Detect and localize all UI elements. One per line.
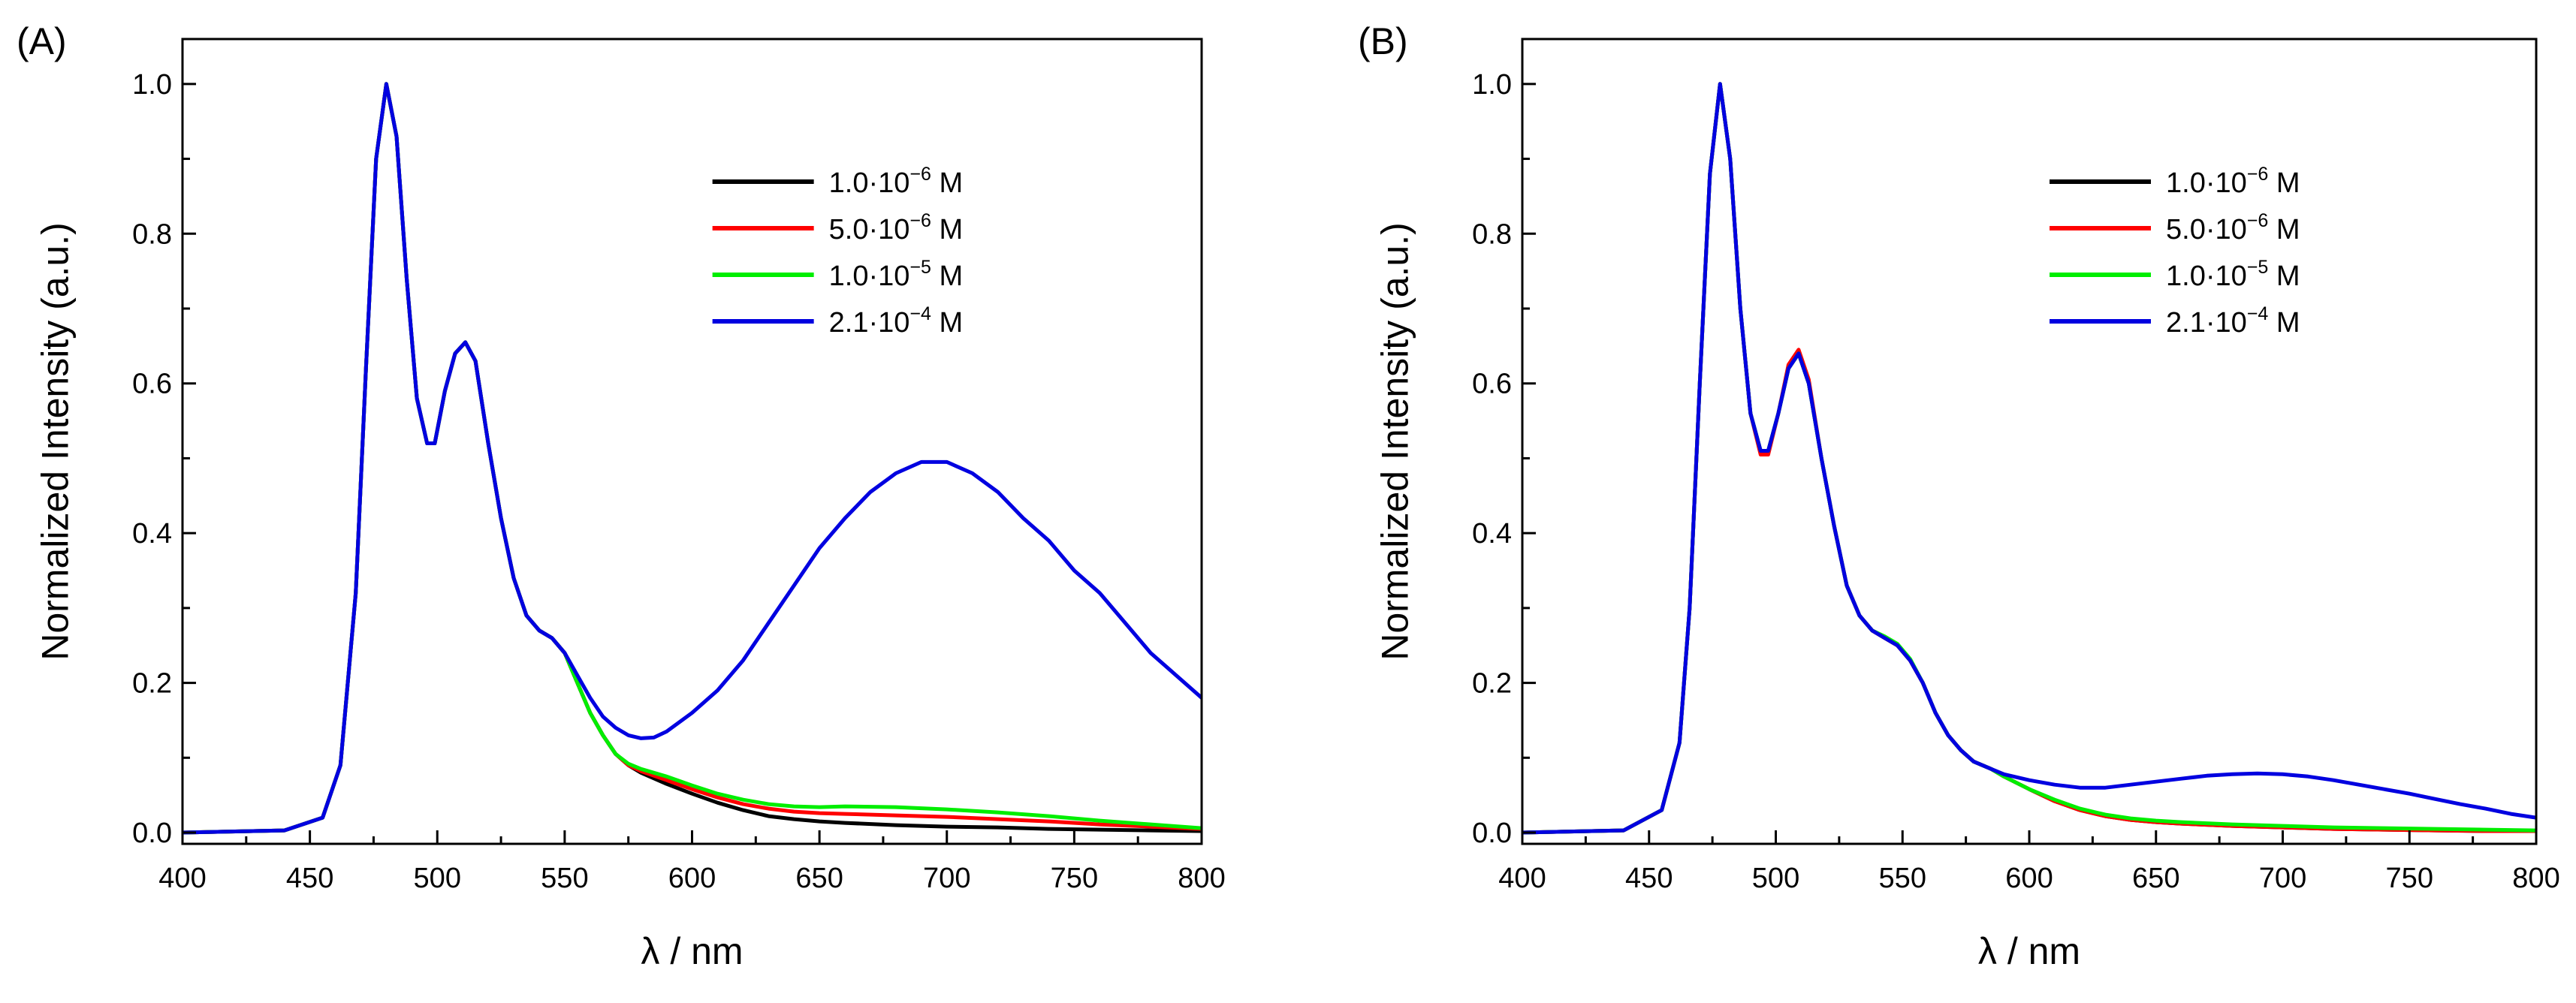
x-tick-label: 600 bbox=[2005, 863, 2053, 894]
legend-label-3: 1.0·10−5 M bbox=[829, 257, 963, 292]
legend-label-4: 2.1·10−4 M bbox=[829, 303, 963, 339]
series-line-2 bbox=[1522, 82, 2536, 835]
x-tick-label: 550 bbox=[1879, 863, 1926, 894]
series-group bbox=[1522, 82, 2536, 835]
y-tick-label: 1.0 bbox=[1472, 69, 1512, 101]
x-tick-label: 500 bbox=[414, 863, 461, 894]
y-tick-label: 0.8 bbox=[132, 218, 172, 250]
y-tick-label: 0.6 bbox=[1472, 369, 1512, 400]
y-tick-label: 0.4 bbox=[1472, 518, 1512, 550]
x-tick-label: 750 bbox=[1051, 863, 1098, 894]
x-tick-label: 500 bbox=[1752, 863, 1799, 894]
chart-panel-a: 400 450 500 550 600 650 700 750 800 0.0 0.2 0.4 0.6 0… bbox=[17, 20, 1226, 972]
legend-label-4: 2.1·10−4 M bbox=[2166, 303, 2300, 339]
x-tick-label: 800 bbox=[2512, 863, 2559, 894]
series-line-1 bbox=[182, 82, 1202, 835]
x-tick-label: 400 bbox=[1498, 863, 1546, 894]
x-tick-label: 450 bbox=[286, 863, 333, 894]
y-tick-label: 0.8 bbox=[1472, 218, 1512, 250]
x-tick-label: 550 bbox=[541, 863, 588, 894]
y-tick-label: 0.0 bbox=[1472, 818, 1512, 849]
x-axis-title: λ / nm bbox=[641, 930, 743, 972]
y-tick-label: 0.4 bbox=[132, 518, 172, 550]
legend-label-3: 1.0·10−5 M bbox=[2166, 257, 2300, 292]
series-line-3 bbox=[182, 82, 1202, 835]
x-tick-label: 750 bbox=[2386, 863, 2433, 894]
y-tick-label: 1.0 bbox=[132, 69, 172, 101]
legend: 1.0·10−6 M 5.0·10−6 M 1.0·10−5 M 2.1·10−4 M bbox=[2050, 164, 2300, 339]
y-tick-label: 0.6 bbox=[132, 369, 172, 400]
series-line-1 bbox=[1522, 82, 2536, 835]
plot-frame bbox=[1521, 38, 2538, 845]
y-tick-label: 0.2 bbox=[132, 668, 172, 700]
legend: 1.0·10−6 M 5.0·10−6 M 1.0·10−5 M 2.1·10−4 M bbox=[712, 164, 963, 339]
series-group bbox=[182, 82, 1202, 835]
y-tick-label: 0.0 bbox=[132, 818, 172, 849]
legend-label-1: 1.0·10−6 M bbox=[2166, 164, 2300, 199]
x-tick-label: 650 bbox=[795, 863, 843, 894]
chart-panel-b: 400 450 500 550 600 650 700 750 800 0.0 0.2 0.4 0.6 0… bbox=[1358, 20, 2560, 972]
x-axis-title: λ / nm bbox=[1978, 930, 2080, 972]
x-tick-label: 700 bbox=[2259, 863, 2306, 894]
x-tick-label: 600 bbox=[668, 863, 716, 894]
series-line-4 bbox=[1522, 82, 2536, 835]
y-tick-label: 0.2 bbox=[1472, 668, 1512, 700]
x-tick-label: 400 bbox=[158, 863, 206, 894]
series-line-4 bbox=[182, 82, 1202, 835]
panel-label: (B) bbox=[1358, 20, 1408, 62]
x-tick-label: 800 bbox=[1178, 863, 1225, 894]
y-axis-title: Normalized Intensity (a.u.) bbox=[1374, 222, 1416, 661]
panel-label: (A) bbox=[17, 20, 67, 62]
plot-frame bbox=[181, 38, 1203, 845]
legend-label-1: 1.0·10−6 M bbox=[829, 164, 963, 199]
series-line-2 bbox=[182, 82, 1202, 835]
y-axis-title: Normalized Intensity (a.u.) bbox=[35, 222, 77, 661]
legend-label-2: 5.0·10−6 M bbox=[2166, 210, 2300, 245]
x-tick-label: 450 bbox=[1625, 863, 1673, 894]
x-tick-label: 650 bbox=[2132, 863, 2179, 894]
legend-label-2: 5.0·10−6 M bbox=[829, 210, 963, 245]
x-tick-label: 700 bbox=[923, 863, 970, 894]
series-line-3 bbox=[1522, 82, 2536, 835]
